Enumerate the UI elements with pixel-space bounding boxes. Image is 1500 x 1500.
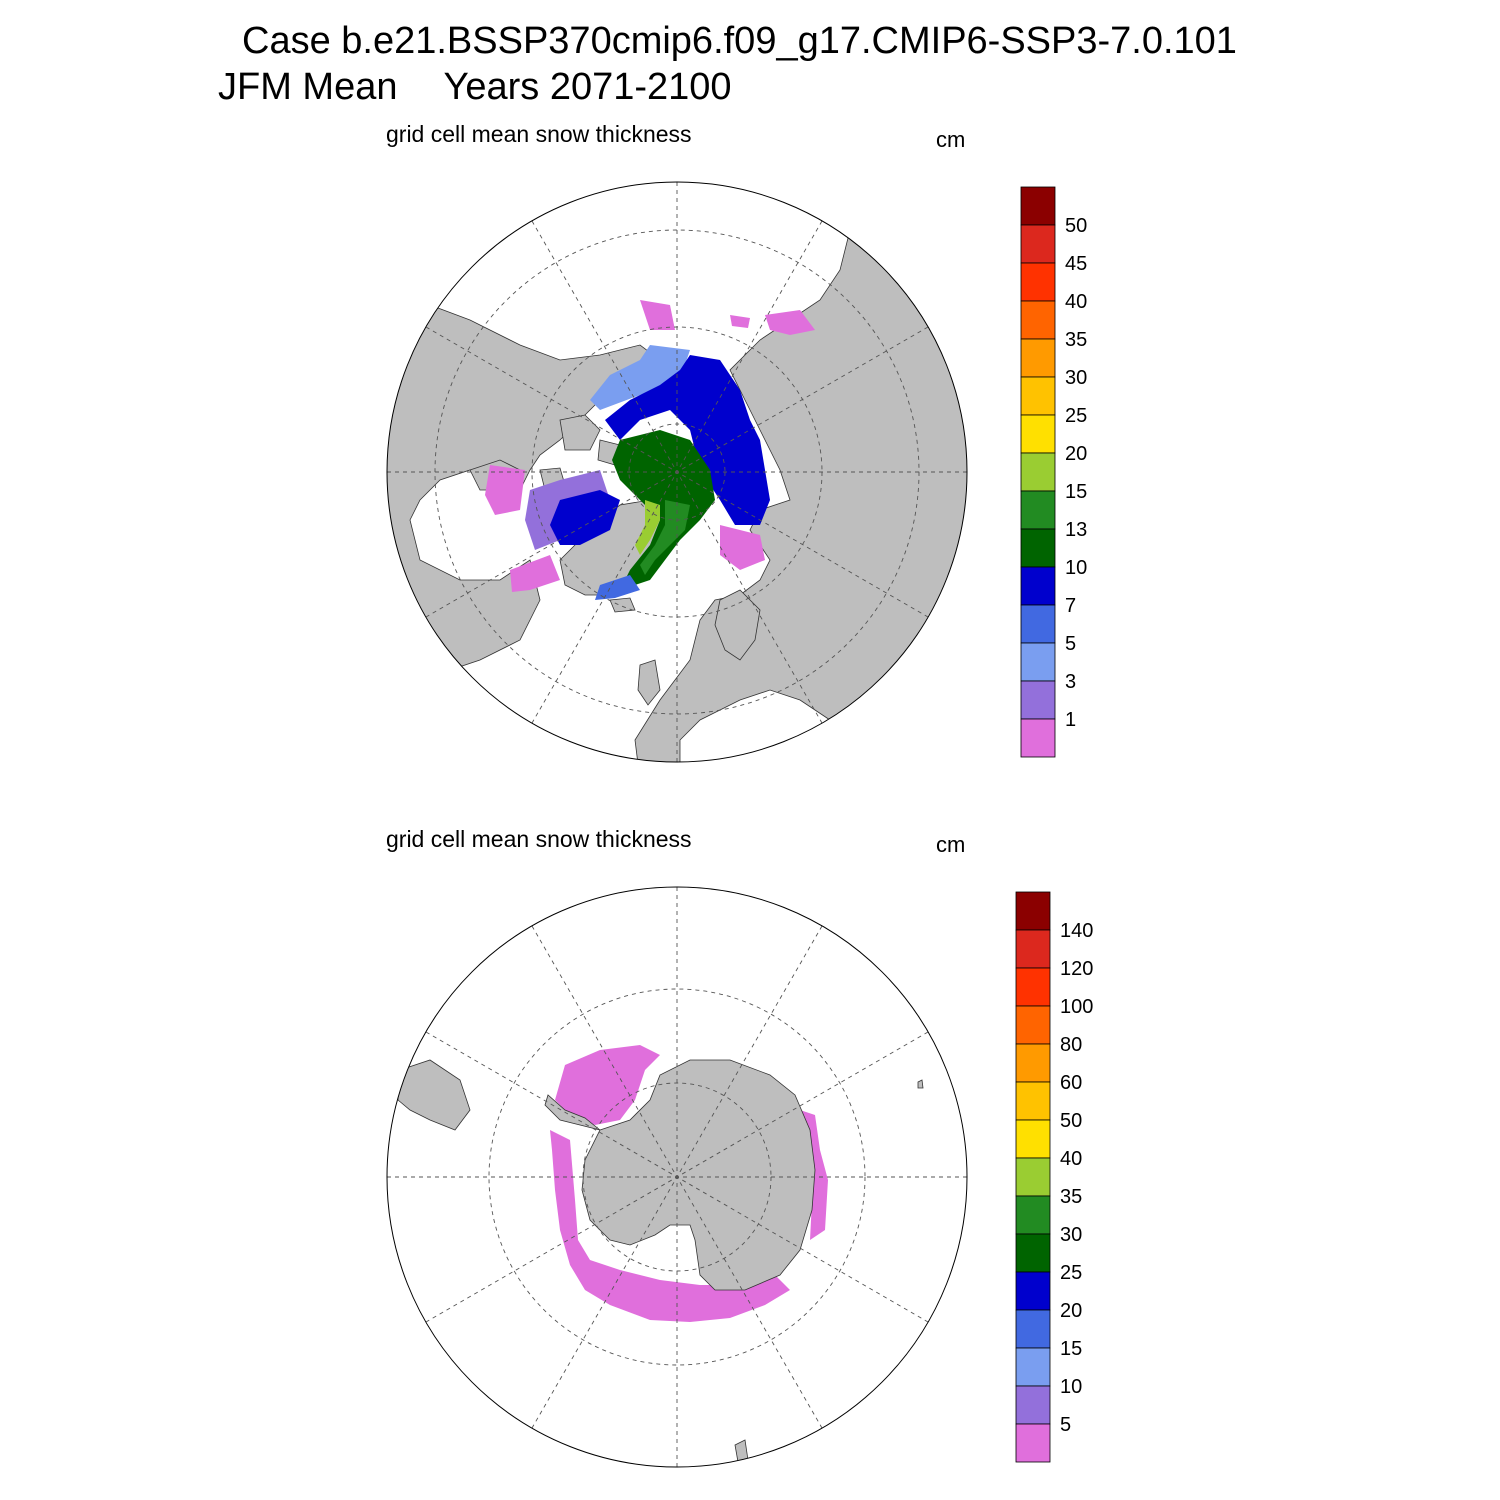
north-colorbar-box [1020, 414, 1056, 454]
south-colorbar-label: 60 [1060, 1072, 1082, 1094]
south-colorbar-box [1015, 1309, 1051, 1349]
south-colorbar-box [1015, 1081, 1051, 1121]
north-colorbar-box [1020, 566, 1056, 606]
south-panel-title: grid cell mean snow thickness [386, 826, 692, 852]
south-colorbar-box [1015, 1043, 1051, 1083]
south-colorbar-box [1015, 1271, 1051, 1311]
north-panel-units: cm [936, 127, 966, 152]
south-land [397, 1059, 924, 1463]
north-polar-map [386, 181, 968, 763]
north-colorbar-label: 45 [1065, 253, 1087, 275]
north-colorbar-box [1020, 338, 1056, 378]
years-label: Years 2071-2100 [443, 66, 732, 108]
north-colorbar-box [1020, 718, 1056, 758]
south-panel-units: cm [936, 832, 966, 857]
case-title: Case b.e21.BSSP370cmip6.f09_g17.CMIP6-SS… [242, 20, 1237, 62]
period-title: JFM Mean Years 2071-2100 [218, 66, 732, 109]
south-colorbar-box [1015, 1157, 1051, 1197]
south-colorbar-label: 100 [1060, 996, 1093, 1018]
south-colorbar-box [1015, 1347, 1051, 1387]
south-colorbar-label: 140 [1060, 920, 1093, 942]
south-colorbar-box [1015, 1195, 1051, 1235]
south-map-border [386, 886, 968, 1468]
season-label: JFM Mean [218, 66, 398, 108]
north-colorbar-box [1020, 452, 1056, 492]
south-colorbar-box [1015, 929, 1051, 969]
north-colorbar-box [1020, 262, 1056, 302]
north-colorbar-label: 13 [1065, 519, 1087, 541]
north-colorbar-box [1020, 300, 1056, 340]
north-colorbar-label: 7 [1065, 595, 1076, 617]
north-colorbar-label: 3 [1065, 671, 1076, 693]
south-colorbar-label: 20 [1060, 1300, 1082, 1322]
north-colorbar-label: 50 [1065, 215, 1087, 237]
south-colorbar-box [1015, 1233, 1051, 1273]
south-colorbar-box [1015, 967, 1051, 1007]
north-panel-title: grid cell mean snow thickness [386, 121, 692, 147]
north-colorbar-label: 1 [1065, 709, 1076, 731]
south-colorbar-box [1015, 891, 1051, 931]
north-colorbar-label: 15 [1065, 481, 1087, 503]
south-colorbar-label: 30 [1060, 1224, 1082, 1246]
north-colorbar-box [1020, 680, 1056, 720]
south-colorbar-box [1015, 1385, 1051, 1425]
north-colorbar-label: 25 [1065, 405, 1087, 427]
north-colorbar-label: 10 [1065, 557, 1087, 579]
south-colorbar-box [1015, 1005, 1051, 1045]
north-colorbar-box [1020, 376, 1056, 416]
south-graticule [387, 887, 967, 1467]
north-map-border [386, 181, 968, 763]
south-colorbar-label: 50 [1060, 1110, 1082, 1132]
south-polar-map [386, 886, 968, 1468]
north-colorbar-box [1020, 642, 1056, 682]
north-snow-field [485, 300, 815, 600]
south-colorbar-label: 120 [1060, 958, 1093, 980]
north-colorbar-label: 5 [1065, 633, 1076, 655]
north-colorbar-box [1020, 528, 1056, 568]
south-colorbar-label: 25 [1060, 1262, 1082, 1284]
south-colorbar-box [1015, 1119, 1051, 1159]
north-colorbar-label: 35 [1065, 329, 1087, 351]
north-colorbar-label: 30 [1065, 367, 1087, 389]
south-colorbar-label: 40 [1060, 1148, 1082, 1170]
south-colorbar-label: 80 [1060, 1034, 1082, 1056]
south-colorbar-box [1015, 1423, 1051, 1463]
north-colorbar-box [1020, 490, 1056, 530]
north-colorbar-box [1020, 224, 1056, 264]
south-colorbar-label: 5 [1060, 1414, 1071, 1436]
north-colorbar-box [1020, 186, 1056, 226]
south-colorbar-label: 15 [1060, 1338, 1082, 1360]
north-colorbar-box [1020, 604, 1056, 644]
south-colorbar-label: 35 [1060, 1186, 1082, 1208]
north-colorbar-label: 20 [1065, 443, 1087, 465]
north-graticule [387, 182, 967, 762]
north-colorbar-label: 40 [1065, 291, 1087, 313]
south-colorbar-label: 10 [1060, 1376, 1082, 1398]
